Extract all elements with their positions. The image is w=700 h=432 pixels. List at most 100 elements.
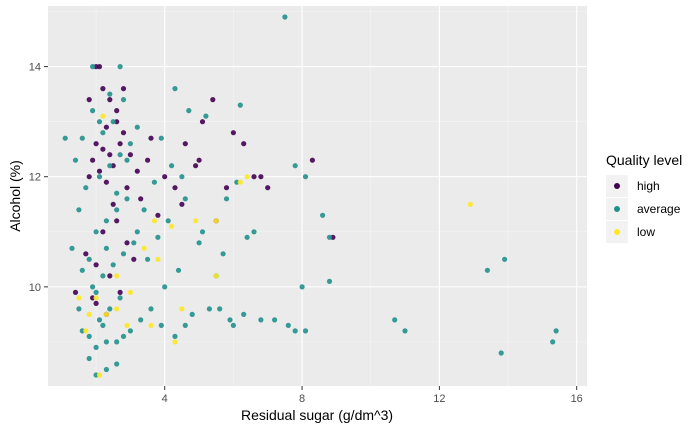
point-average [241,311,247,317]
point-average [138,317,144,323]
point-average [550,339,556,345]
point-average [90,284,96,290]
point-high [131,256,137,262]
x-tick-label: 16 [571,393,583,405]
point-low [151,218,157,224]
point-average [69,245,75,251]
point-average [100,273,106,279]
point-average [62,135,68,141]
point-high [72,289,79,295]
point-average [186,108,192,114]
point-low [124,322,130,328]
point-average [72,157,79,163]
point-average [145,256,151,262]
point-low [237,179,243,185]
point-average [148,306,154,312]
point-average [155,234,161,240]
point-average [172,86,178,92]
point-average [127,328,133,334]
point-average [402,328,408,334]
data-points [62,14,559,378]
point-high [120,130,127,136]
point-high [230,130,236,136]
point-average [285,322,291,328]
point-high [172,185,178,191]
point-average [179,174,185,180]
y-axis-title: Alcohol (%) [7,160,23,232]
major-gridlines [48,6,587,386]
point-average [189,311,195,317]
point-average [217,306,223,312]
point-high [127,152,133,158]
point-average [165,218,171,224]
point-average [292,328,298,334]
point-low [169,223,175,229]
point-average [175,267,182,273]
point-high [134,168,140,174]
point-average [93,229,99,235]
point-high [117,289,123,295]
x-axis: 4 8 12 16 [162,386,583,405]
point-high [90,157,96,163]
minor-gridlines [48,6,587,386]
point-low [114,306,120,312]
point-average [110,119,116,125]
point-average [498,350,504,356]
point-low [172,339,178,345]
point-low [93,295,99,301]
point-low [100,113,106,119]
point-average [120,251,127,257]
x-tick-label: 8 [299,393,305,405]
point-low [141,245,147,251]
point-high [103,179,109,185]
x-tick-label: 12 [433,393,445,405]
point-average [302,174,309,180]
point-low [244,174,250,180]
point-average [227,317,233,323]
point-average [124,196,130,202]
point-average [124,157,130,163]
point-high [309,157,315,163]
point-high [107,97,113,103]
y-tick-label: 10 [29,282,41,294]
point-average [199,229,206,235]
point-average [244,234,250,240]
point-average [114,339,120,345]
point-average [96,174,103,180]
point-high [251,174,257,180]
point-average [110,262,116,268]
y-axis: 10 12 14 [29,62,48,294]
point-high [124,240,130,246]
point-average [76,207,82,213]
point-high [83,251,89,257]
y-tick-label: 12 [29,172,41,184]
point-high [93,262,99,268]
point-average [90,108,96,114]
point-average [100,130,106,136]
legend-entries: high average low [606,175,681,243]
legend-label-average: average [637,202,681,216]
point-average [114,207,120,213]
point-average [86,333,92,339]
point-high [96,64,103,70]
point-high [86,174,92,180]
point-average [127,141,133,147]
point-average [172,333,178,339]
point-high [210,97,216,103]
point-high [93,300,99,306]
point-average [182,322,188,328]
point-low [467,201,473,207]
point-average [103,245,109,251]
point-high [117,141,123,147]
point-average [553,328,559,334]
point-high [107,273,113,279]
point-average [230,322,236,328]
point-high [196,157,202,163]
point-average [83,185,89,191]
point-average [79,135,85,141]
legend-key-high [614,183,620,189]
point-average [223,196,230,202]
plot-panel [48,6,587,386]
point-average [392,317,398,323]
